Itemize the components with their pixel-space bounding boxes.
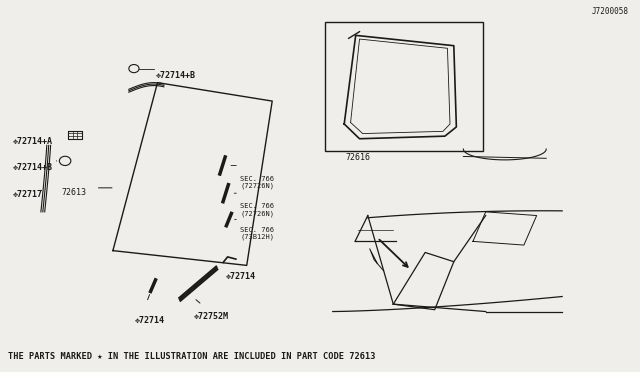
- Text: ✥72714: ✥72714: [227, 272, 257, 280]
- Bar: [325, 22, 483, 151]
- Bar: [68, 131, 83, 139]
- Text: SEC. 766
(72726N): SEC. 766 (72726N): [241, 176, 275, 189]
- Text: THE PARTS MARKED ★ IN THE ILLUSTRATION ARE INCLUDED IN PART CODE 72613: THE PARTS MARKED ★ IN THE ILLUSTRATION A…: [8, 352, 375, 361]
- Text: SEC. 766
(73B12H): SEC. 766 (73B12H): [241, 227, 275, 240]
- Text: ✥72717: ✥72717: [13, 190, 43, 199]
- Text: 72613: 72613: [62, 188, 87, 197]
- Ellipse shape: [129, 64, 139, 73]
- Text: ✥72714: ✥72714: [135, 316, 165, 325]
- Text: SEC. 766
(72726N): SEC. 766 (72726N): [241, 203, 275, 217]
- Text: ✥72714+B: ✥72714+B: [13, 163, 53, 172]
- Text: ✥72714+A: ✥72714+A: [13, 137, 53, 145]
- Text: ✥72714+B: ✥72714+B: [156, 71, 196, 80]
- Ellipse shape: [60, 156, 71, 166]
- Text: ✥72752M: ✥72752M: [194, 311, 229, 321]
- Text: 72616: 72616: [346, 153, 371, 162]
- Text: J7200058: J7200058: [592, 7, 629, 16]
